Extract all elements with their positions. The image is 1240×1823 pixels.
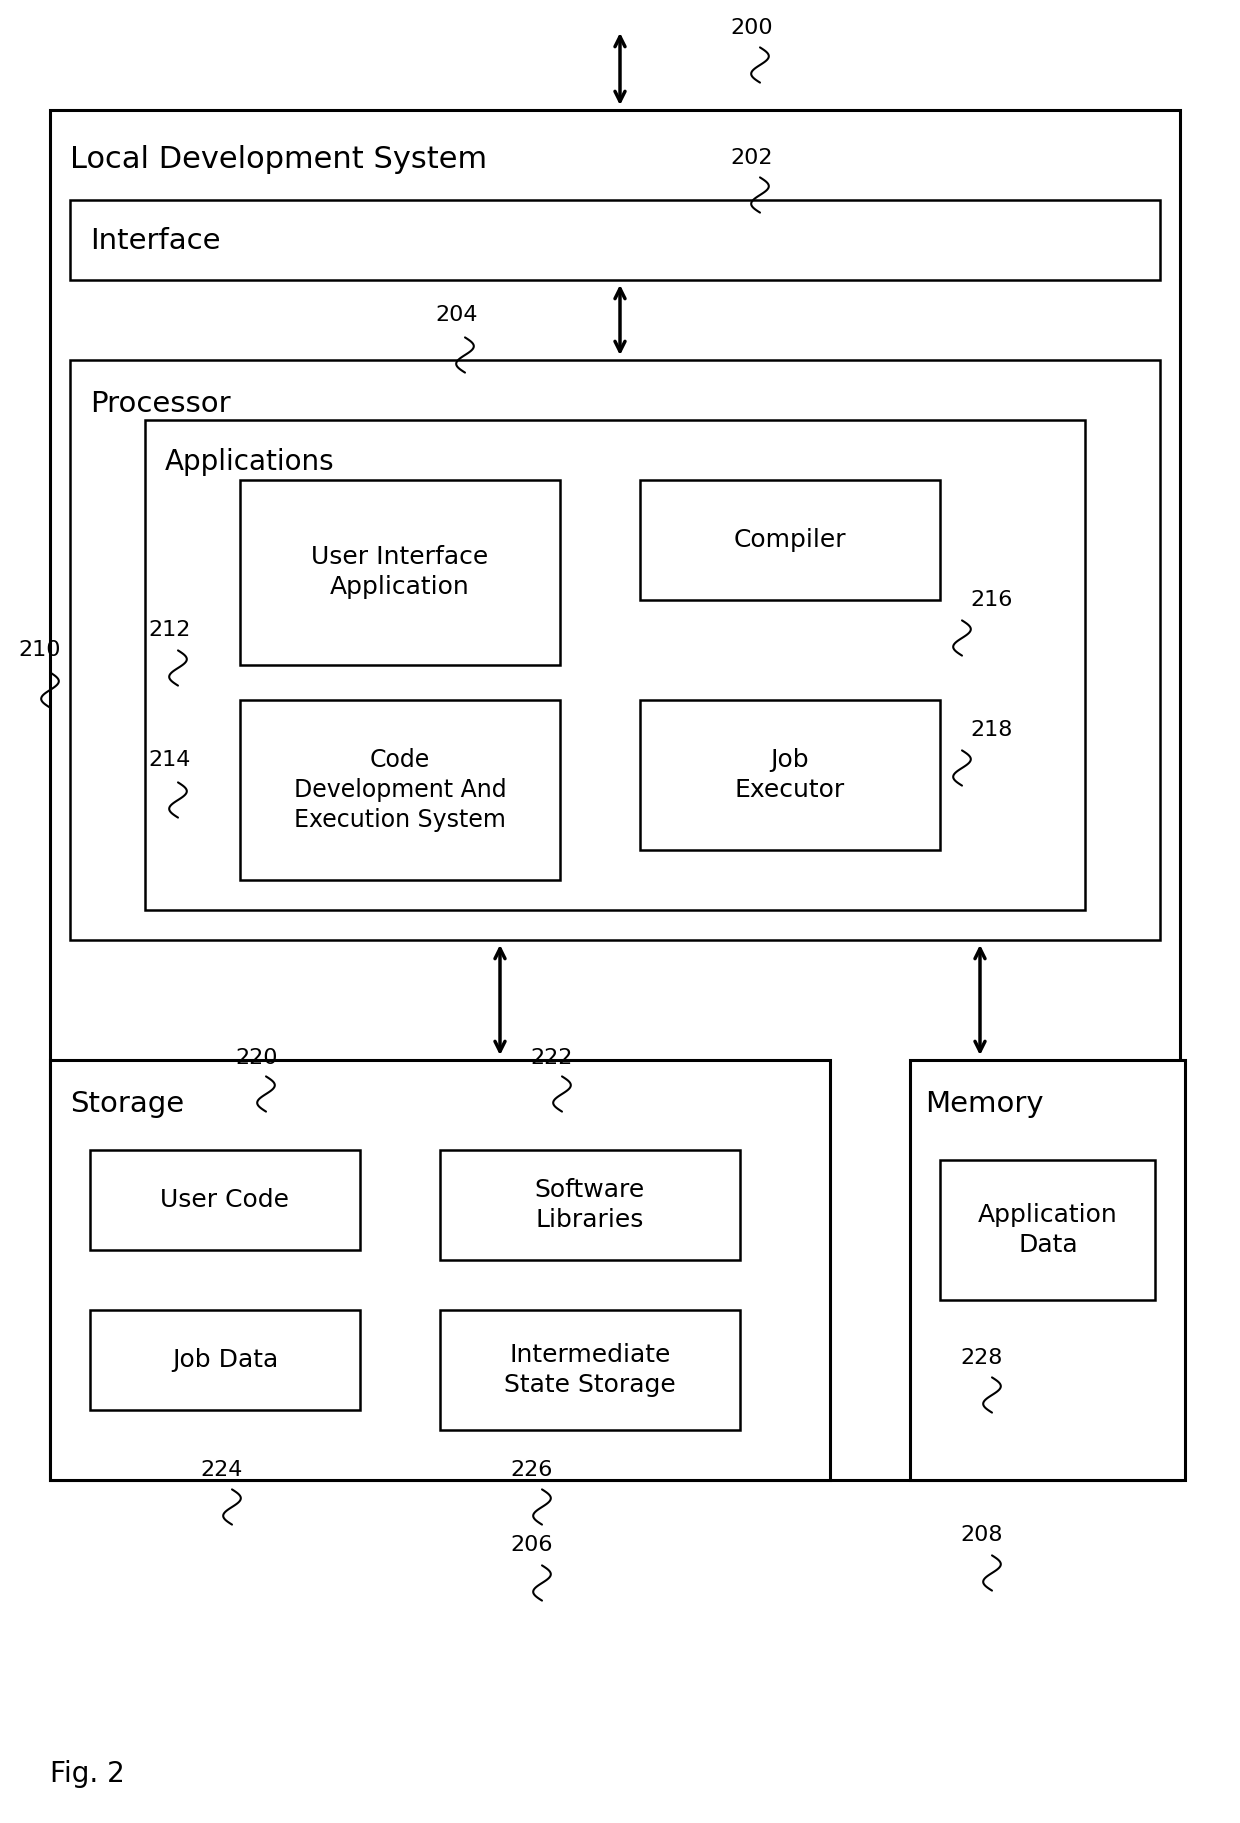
Bar [940,1159,1154,1300]
Bar [145,419,1085,910]
Text: Memory: Memory [925,1090,1044,1117]
Bar [440,1311,740,1429]
Text: 216: 216 [970,591,1012,611]
Text: Code
Development And
Execution System: Code Development And Execution System [294,747,506,831]
Text: 220: 220 [236,1048,278,1068]
Text: User Code: User Code [160,1189,289,1212]
Text: Storage: Storage [69,1090,184,1117]
Text: 204: 204 [435,304,477,324]
Text: 206: 206 [510,1535,553,1555]
Bar [50,1059,830,1480]
Text: Interface: Interface [91,228,221,255]
Text: 202: 202 [730,148,773,168]
Bar [91,1311,360,1409]
Text: 200: 200 [730,18,773,38]
Bar [910,1059,1185,1480]
Text: 228: 228 [960,1347,1002,1367]
Text: Fig. 2: Fig. 2 [50,1759,125,1788]
Text: 222: 222 [529,1048,573,1068]
Text: Application
Data: Application Data [978,1203,1118,1256]
Bar [91,1150,360,1251]
Bar [69,359,1159,941]
Text: 226: 226 [510,1460,552,1480]
Bar [640,479,940,600]
Bar [241,479,560,665]
Bar [241,700,560,881]
Text: User Interface
Application: User Interface Application [311,545,489,598]
Text: 208: 208 [960,1526,1002,1546]
Text: 214: 214 [148,749,191,769]
Text: Applications: Applications [165,448,335,476]
Text: 224: 224 [200,1460,242,1480]
Text: 210: 210 [19,640,61,660]
Text: Processor: Processor [91,390,231,417]
Text: 212: 212 [148,620,191,640]
Text: 218: 218 [970,720,1012,740]
Bar [69,201,1159,281]
Text: Software
Libraries: Software Libraries [534,1178,645,1232]
Bar [50,109,1180,1480]
Text: Intermediate
State Storage: Intermediate State Storage [505,1344,676,1396]
Text: Local Development System: Local Development System [69,146,487,173]
Bar [440,1150,740,1260]
Text: Job
Executor: Job Executor [735,747,846,802]
Bar [640,700,940,850]
Text: Compiler: Compiler [734,529,847,552]
Text: Job Data: Job Data [172,1347,278,1373]
